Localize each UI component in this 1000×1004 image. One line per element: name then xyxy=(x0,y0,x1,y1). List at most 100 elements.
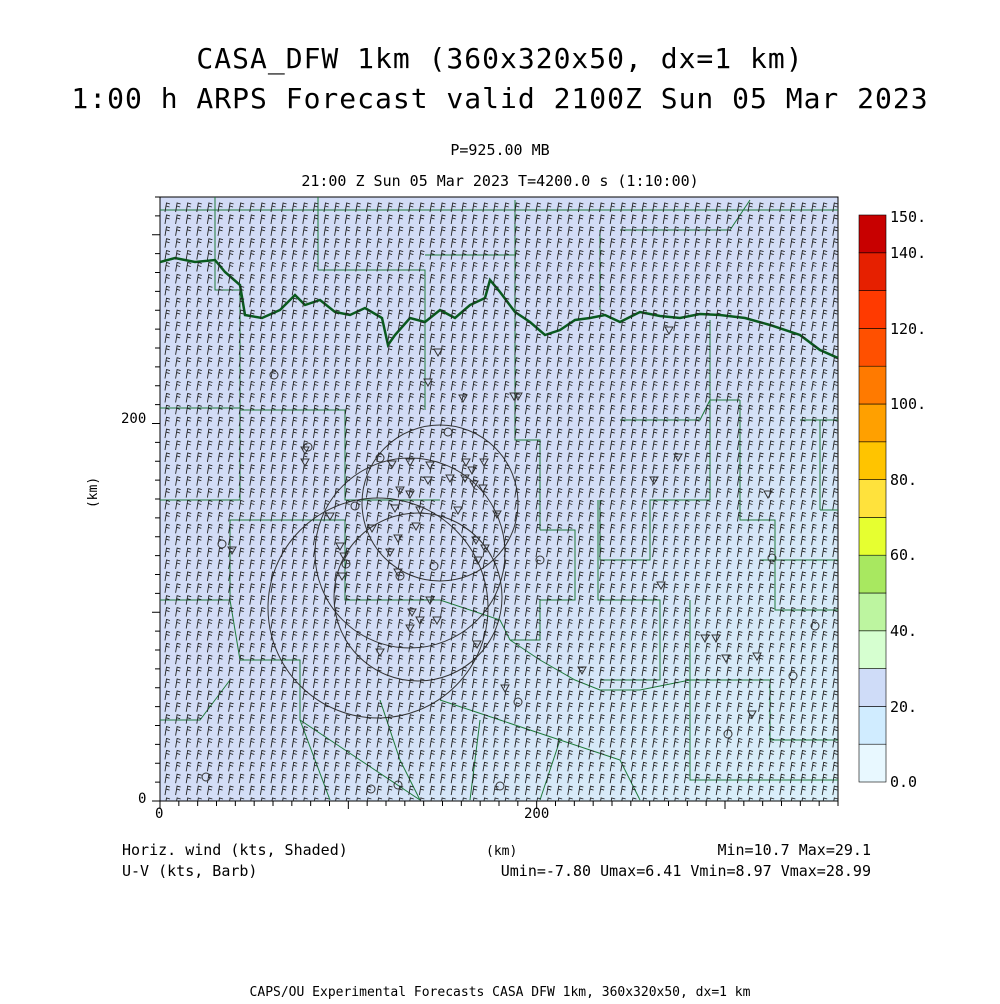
wind-barb xyxy=(217,464,224,474)
wind-barb xyxy=(493,654,499,665)
wind-barb xyxy=(683,309,690,320)
wind-barb xyxy=(736,654,743,665)
wind-barb xyxy=(175,261,181,272)
wind-barb xyxy=(334,654,340,665)
wind-barb xyxy=(344,273,351,284)
wind-barb xyxy=(164,690,171,700)
wind-barb xyxy=(630,380,637,391)
wind-barb xyxy=(821,666,828,677)
wind-barb xyxy=(811,345,817,355)
wind-barb xyxy=(450,654,457,665)
wind-barb xyxy=(715,690,722,700)
wind-barb xyxy=(471,321,478,332)
wind-barb xyxy=(238,678,245,689)
wind-barb xyxy=(461,440,467,451)
wind-barb xyxy=(302,511,308,522)
wind-barb xyxy=(652,214,658,224)
wind-barb xyxy=(758,690,764,700)
wind-barb xyxy=(832,273,838,284)
wind-barb xyxy=(641,440,648,451)
wind-barb xyxy=(641,547,648,558)
wind-barb xyxy=(312,630,319,641)
wind-barb xyxy=(217,250,224,260)
wind-barb xyxy=(281,321,287,332)
legend-uv-stats: Umin=-7.80 Umax=6.41 Vmin=8.97 Vmax=28.9… xyxy=(500,862,871,880)
wind-barb xyxy=(376,749,383,760)
wind-barb xyxy=(175,452,181,462)
wind-barb xyxy=(715,785,722,796)
wind-barb xyxy=(259,226,266,236)
wind-barb xyxy=(418,333,425,343)
wind-barb xyxy=(323,309,330,320)
wind-barb xyxy=(482,309,489,320)
wind-barb xyxy=(832,440,838,451)
wind-barb xyxy=(673,749,679,760)
wind-barb xyxy=(662,678,669,689)
wind-barb xyxy=(715,761,722,772)
wind-barb xyxy=(821,523,828,534)
wind-barb xyxy=(800,583,807,593)
wind-barb xyxy=(482,535,489,546)
wind-barb xyxy=(567,511,573,522)
wind-barb xyxy=(355,416,361,427)
wind-barb xyxy=(768,369,775,379)
station-triangle xyxy=(453,506,463,516)
wind-barb xyxy=(461,357,467,367)
wind-barb xyxy=(323,559,330,570)
wind-barb xyxy=(355,714,361,724)
wind-barb xyxy=(811,250,817,260)
wind-barb xyxy=(524,690,531,700)
wind-barb xyxy=(546,583,552,593)
wind-barb xyxy=(217,428,224,439)
wind-barb xyxy=(758,666,764,677)
wind-barb xyxy=(652,749,658,760)
wind-barb xyxy=(206,369,213,379)
station-triangle xyxy=(460,474,470,484)
wind-barb xyxy=(705,714,711,724)
wind-barb xyxy=(694,464,701,474)
wind-barb xyxy=(493,737,499,748)
wind-barb xyxy=(206,785,213,796)
wind-barb xyxy=(175,464,181,474)
wind-barb xyxy=(291,666,298,677)
wind-barb xyxy=(779,761,785,772)
wind-barb xyxy=(503,559,510,570)
wind-barb xyxy=(768,642,775,653)
wind-barb xyxy=(418,261,425,272)
wind-barb xyxy=(588,571,595,581)
wind-barb xyxy=(800,333,807,343)
wind-barb xyxy=(789,761,796,772)
wind-barb xyxy=(217,547,224,558)
wind-barb xyxy=(206,702,213,712)
wind-barb xyxy=(482,297,489,308)
wind-barb xyxy=(705,583,711,593)
wind-barb xyxy=(164,226,171,236)
wind-barb xyxy=(206,404,213,415)
wind-barb xyxy=(408,583,414,593)
wind-barb xyxy=(196,690,202,700)
wind-barb xyxy=(768,297,775,308)
wind-barb xyxy=(376,464,383,474)
wind-barb xyxy=(726,607,732,617)
wind-barb xyxy=(577,559,584,570)
wind-barb xyxy=(334,464,340,474)
wind-barb xyxy=(556,690,563,700)
wind-barb xyxy=(217,618,224,629)
wind-barb xyxy=(249,404,255,415)
wind-barb xyxy=(514,714,520,724)
wind-barb xyxy=(662,690,669,700)
wind-barb xyxy=(196,511,202,522)
wind-barb xyxy=(620,559,626,570)
wind-barb xyxy=(471,690,478,700)
wind-barb xyxy=(821,559,828,570)
wind-barb xyxy=(662,238,669,248)
wind-barb xyxy=(556,726,563,736)
wind-barb xyxy=(705,571,711,581)
wind-barb xyxy=(621,797,626,801)
wind-barb xyxy=(281,369,287,379)
wind-barb xyxy=(344,702,351,712)
wind-barb xyxy=(440,250,446,260)
wind-barb xyxy=(715,499,722,510)
wind-barb xyxy=(800,238,807,248)
wind-barb xyxy=(387,321,393,332)
